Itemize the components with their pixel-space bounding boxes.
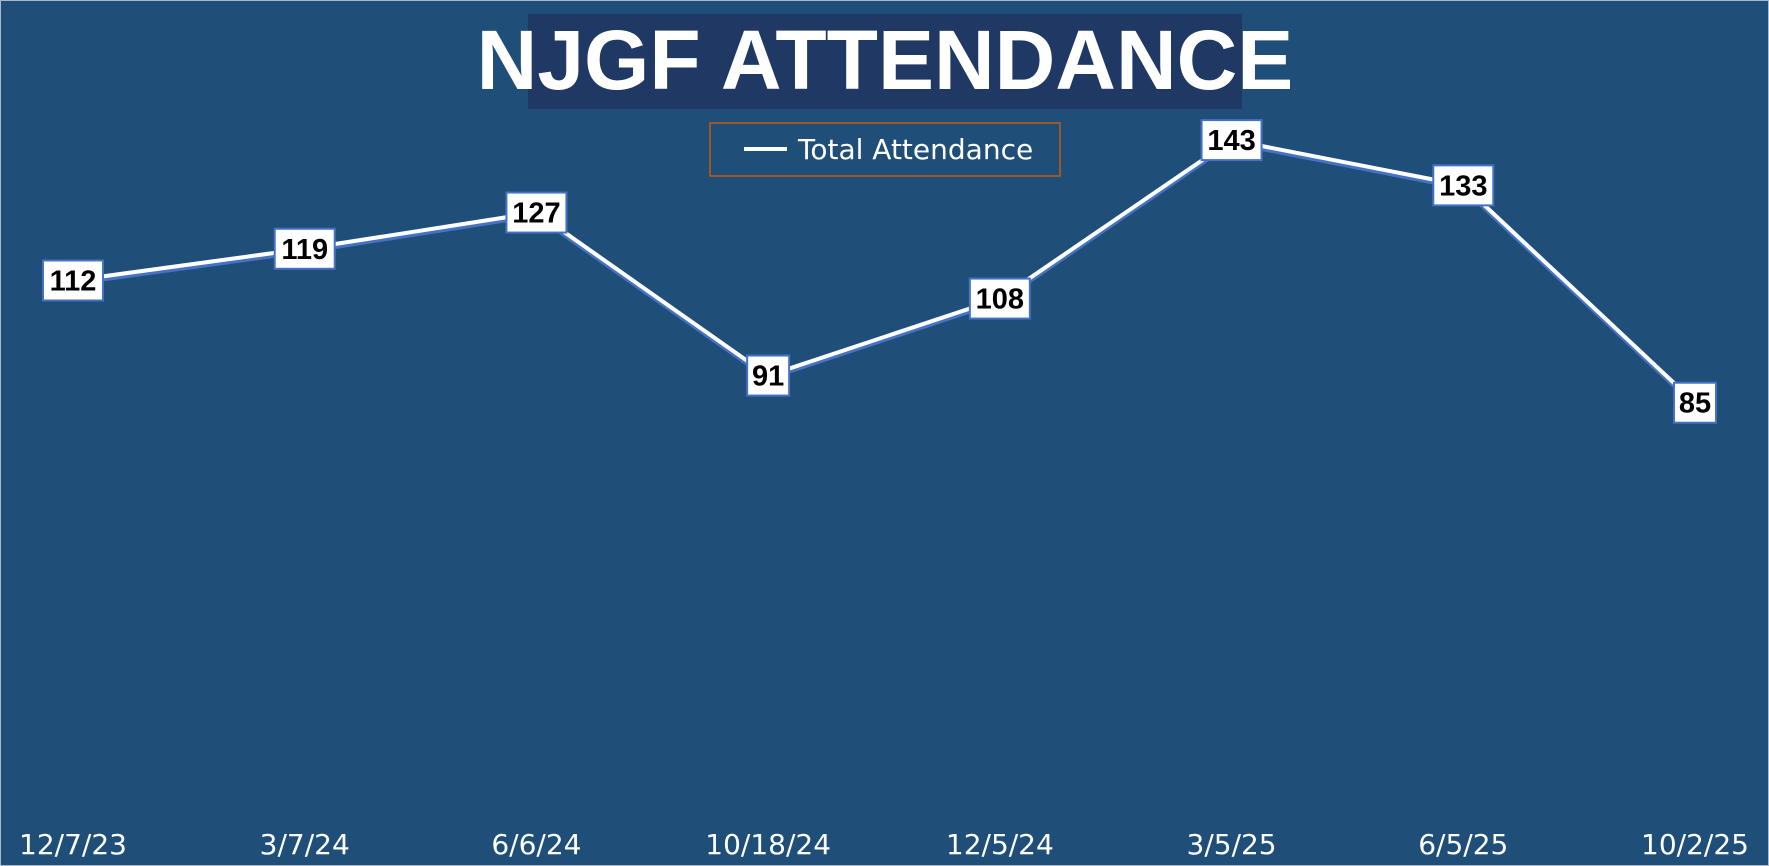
series-line-segment bbox=[534, 210, 771, 378]
series-line-shadow-segment bbox=[302, 213, 539, 254]
series-line-shadow-segment bbox=[1461, 186, 1697, 408]
data-label-text: 133 bbox=[1439, 170, 1487, 202]
data-label: 127 bbox=[505, 191, 568, 234]
x-tick-label: 3/7/24 bbox=[260, 828, 350, 861]
series-line-segment bbox=[302, 210, 539, 251]
series-line-shadow-segment bbox=[71, 249, 307, 286]
data-label: 133 bbox=[1432, 164, 1495, 207]
data-label-box bbox=[273, 227, 336, 270]
data-label-text: 91 bbox=[752, 361, 784, 393]
series-line-segment bbox=[766, 296, 1002, 378]
data-label: 108 bbox=[968, 277, 1031, 320]
series-line-shadow-segment bbox=[1229, 141, 1466, 191]
data-label-text: 85 bbox=[1679, 388, 1711, 420]
data-label: 112 bbox=[42, 259, 104, 302]
data-label-box bbox=[1200, 119, 1263, 162]
chart-title-group: NJGF ATTENDANCE bbox=[477, 13, 1294, 109]
data-label: 143 bbox=[1200, 119, 1263, 162]
x-tick-label: 12/5/24 bbox=[946, 828, 1054, 861]
data-label: 119 bbox=[273, 227, 336, 270]
x-tick-label: 10/2/25 bbox=[1641, 828, 1749, 861]
data-labels: 112 119 127 91 108 143 133 85 bbox=[42, 119, 1717, 424]
x-tick-label: 3/5/25 bbox=[1187, 828, 1277, 861]
chart-title: NJGF ATTENDANCE bbox=[477, 13, 1294, 107]
data-label-text: 127 bbox=[512, 198, 560, 230]
series-line-shadow-segment bbox=[534, 213, 771, 381]
data-label-box bbox=[746, 354, 791, 397]
series-line-shadow-segment bbox=[766, 299, 1002, 381]
legend-border bbox=[709, 122, 1061, 177]
chart-title-background bbox=[528, 14, 1242, 109]
legend: Total Attendance bbox=[709, 122, 1061, 177]
data-label-box bbox=[42, 259, 104, 302]
series-line-shadow-segment bbox=[997, 141, 1234, 304]
legend-label: Total Attendance bbox=[797, 133, 1033, 166]
series-line-segment bbox=[71, 246, 307, 283]
series-line-segment bbox=[997, 138, 1234, 301]
data-label-box bbox=[1673, 381, 1717, 424]
x-tick-label: 10/18/24 bbox=[705, 828, 831, 861]
data-label-text: 112 bbox=[50, 265, 97, 297]
data-label-box bbox=[505, 191, 568, 234]
data-label-text: 119 bbox=[281, 234, 328, 266]
data-label-box bbox=[968, 277, 1031, 320]
series-lines bbox=[71, 138, 1697, 408]
series-line-segment bbox=[1229, 138, 1466, 188]
drop-lines bbox=[72, 140, 1696, 801]
data-label: 91 bbox=[746, 354, 791, 397]
x-tick-label: 6/5/25 bbox=[1418, 828, 1508, 861]
data-label-text: 143 bbox=[1207, 125, 1255, 157]
data-label: 85 bbox=[1673, 381, 1717, 424]
data-label-box bbox=[1432, 164, 1495, 207]
x-axis: 12/7/23 3/7/24 6/6/24 10/18/24 12/5/24 3/5/25… bbox=[19, 828, 1749, 861]
series-line-segment bbox=[1461, 183, 1697, 405]
x-tick-label: 12/7/23 bbox=[19, 828, 127, 861]
data-label-text: 108 bbox=[976, 284, 1024, 316]
x-tick-label: 6/6/24 bbox=[491, 828, 581, 861]
